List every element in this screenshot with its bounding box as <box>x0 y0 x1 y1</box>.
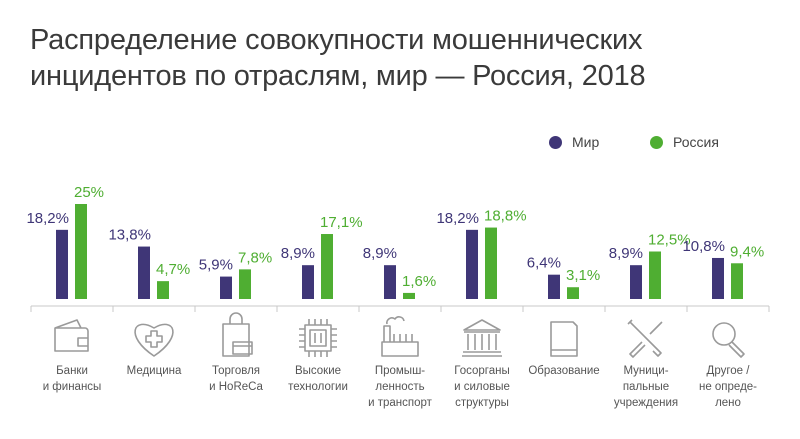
category-label: пальные <box>623 381 669 393</box>
value-label-mir: 18,2% <box>436 210 479 227</box>
value-label-mir: 8,9% <box>609 245 643 262</box>
category-group: 18,2% 25% Банки и финансы <box>26 184 104 393</box>
government-building-icon <box>462 319 502 357</box>
value-label-russia: 12,5% <box>648 232 691 249</box>
bar-russia <box>485 227 497 299</box>
wallet-icon <box>54 319 89 352</box>
category-label: структуры <box>455 397 509 409</box>
value-label-mir: 13,8% <box>108 227 151 244</box>
category-group: 5,9% 7,8% Торговля и HoReCa <box>199 249 272 393</box>
category-group: 8,9% 12,5% Муници-пальные учреждения <box>609 232 691 410</box>
chart-title: Распределение совокупности мошеннических… <box>30 22 646 94</box>
category-label: Муници- <box>623 365 668 377</box>
value-label-russia: 17,1% <box>320 214 363 231</box>
chart-title-line-1: Распределение совокупности мошеннических <box>30 24 643 56</box>
category-group: 13,8% 4,7% Медицина <box>108 227 190 377</box>
category-label: лено <box>715 397 741 409</box>
bar-mir <box>56 229 68 299</box>
category-group: 10,8% 9,4% Другое / не опреде-лено <box>682 238 764 409</box>
bar-russia <box>239 269 251 299</box>
category-label: Медицина <box>127 365 182 377</box>
value-label-mir: 8,9% <box>363 245 397 262</box>
value-label-russia: 25% <box>74 184 104 201</box>
legend-swatch-russia <box>650 135 663 149</box>
legend-label-mir: Мир <box>572 134 600 150</box>
value-label-mir: 8,9% <box>281 245 315 262</box>
bar-mir <box>712 257 724 299</box>
bar-mir <box>548 274 560 299</box>
chip-icon <box>299 319 337 357</box>
category-label: Другое / <box>707 365 751 377</box>
value-label-russia: 1,6% <box>402 273 436 290</box>
value-label-russia: 3,1% <box>566 267 600 284</box>
bar-russia <box>157 281 169 299</box>
bar-russia <box>403 292 415 299</box>
legend-swatch-mir <box>549 135 562 149</box>
book-icon <box>550 321 578 357</box>
bar-mir <box>220 276 232 299</box>
value-label-russia: 18,8% <box>484 208 527 225</box>
heart-cross-icon <box>134 323 174 357</box>
value-label-russia: 7,8% <box>238 249 272 266</box>
category-label: Образование <box>528 365 599 377</box>
category-label: Торговля <box>212 365 260 377</box>
bar-mir <box>630 265 642 299</box>
factory-icon <box>381 316 419 357</box>
category-label: и HoReCa <box>209 381 263 393</box>
bar-mir <box>138 246 150 299</box>
bar-mir <box>384 265 396 299</box>
legend-label-russia: Россия <box>673 134 719 150</box>
category-label: учреждения <box>614 397 678 409</box>
category-label: и силовые <box>454 381 510 393</box>
category-group: 8,9% 1,6% Промыш-ленность и транспорт <box>363 245 436 409</box>
shopping-bag-icon <box>222 312 253 357</box>
category-label: Промыш- <box>375 365 425 377</box>
value-label-mir: 6,4% <box>527 255 561 272</box>
value-label-russia: 4,7% <box>156 261 190 278</box>
category-group: 6,4% 3,1% Образование <box>527 255 600 377</box>
value-label-mir: 5,9% <box>199 257 233 274</box>
tools-icon <box>627 319 663 358</box>
category-group: 8,9% 17,1% Высокие технологии <box>281 214 363 393</box>
bar-mir <box>466 229 478 299</box>
bar-russia <box>321 234 333 299</box>
bar-russia <box>731 263 743 299</box>
bar-mir <box>302 265 314 299</box>
category-label: Госорганы <box>454 365 509 377</box>
category-group: 18,2% 18,8% Госорганы и силовые структуры <box>436 208 526 409</box>
legend-item-russia: Россия <box>650 134 719 150</box>
value-label-mir: 18,2% <box>26 210 69 227</box>
category-label: Банки <box>56 365 88 377</box>
bar-russia <box>567 287 579 299</box>
category-label: Высокие <box>295 365 341 377</box>
category-label: не опреде- <box>699 381 757 393</box>
bar-russia <box>75 204 87 299</box>
magnifier-icon <box>712 322 745 358</box>
category-label: и финансы <box>43 381 102 393</box>
bar-russia <box>649 251 661 299</box>
chart-title-line-2: инцидентов по отраслям, мир — Россия, 20… <box>30 60 646 92</box>
legend-item-mir: Мир <box>549 134 599 150</box>
value-label-russia: 9,4% <box>730 243 764 260</box>
category-label: и транспорт <box>368 397 433 409</box>
value-label-mir: 10,8% <box>682 238 725 255</box>
category-label: технологии <box>288 381 348 393</box>
category-label: ленность <box>375 381 424 393</box>
